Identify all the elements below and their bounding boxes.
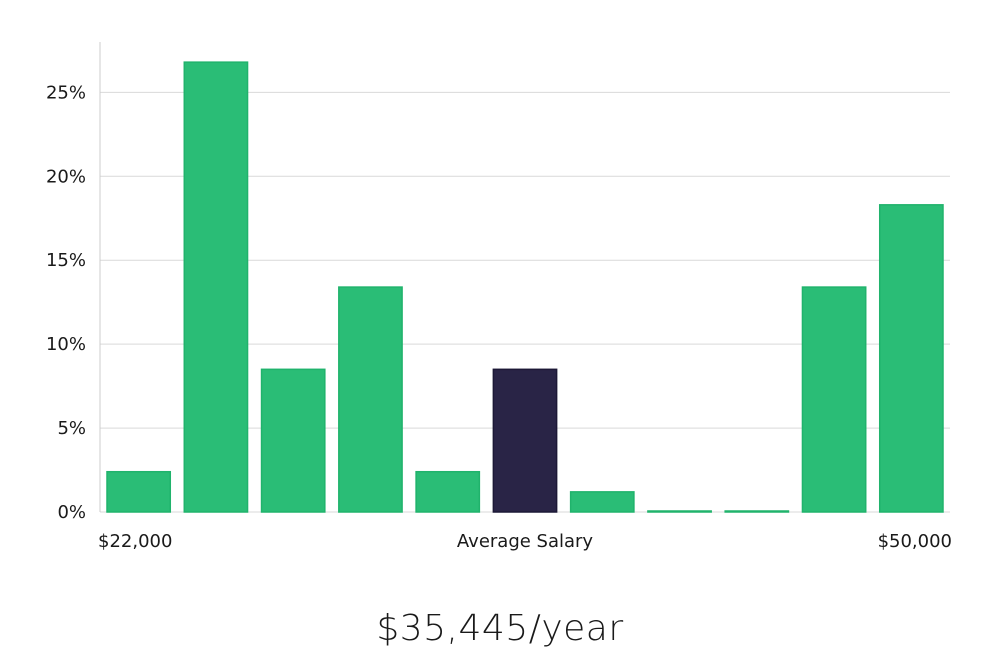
bar bbox=[338, 286, 403, 513]
bar bbox=[569, 491, 635, 513]
x-center-label: Average Salary bbox=[457, 531, 594, 552]
y-tick-label: 25% bbox=[46, 82, 86, 103]
bar bbox=[106, 470, 172, 513]
y-tick-label: 10% bbox=[46, 334, 86, 355]
y-tick-labels: 0% 5% 10% 15% 20% 25% bbox=[46, 82, 86, 523]
salary-histogram-svg: 0%5%10%15%20%25% $22,000 Average Salary … bbox=[46, 42, 952, 552]
bar-highlighted bbox=[492, 368, 558, 513]
y-tick-label: 5% bbox=[57, 418, 86, 439]
x-max-label: $50,000 bbox=[878, 531, 952, 552]
x-min-label: $22,000 bbox=[98, 531, 172, 552]
bar bbox=[878, 204, 944, 513]
salary-histogram: 0% 5% 10% 15% 20% 25% $22,000 Average Salary … bbox=[46, 42, 952, 552]
bars bbox=[106, 61, 944, 513]
y-tick-label: 0% bbox=[57, 502, 86, 523]
y-tick-label: 15% bbox=[46, 250, 86, 271]
bar bbox=[724, 510, 790, 513]
bar bbox=[183, 61, 249, 513]
bar bbox=[415, 470, 481, 513]
bar bbox=[647, 510, 712, 513]
average-salary-value: $35,445/year bbox=[376, 608, 624, 649]
y-tick-label: 20% bbox=[46, 166, 86, 187]
bar bbox=[260, 368, 326, 513]
bar bbox=[801, 286, 867, 513]
